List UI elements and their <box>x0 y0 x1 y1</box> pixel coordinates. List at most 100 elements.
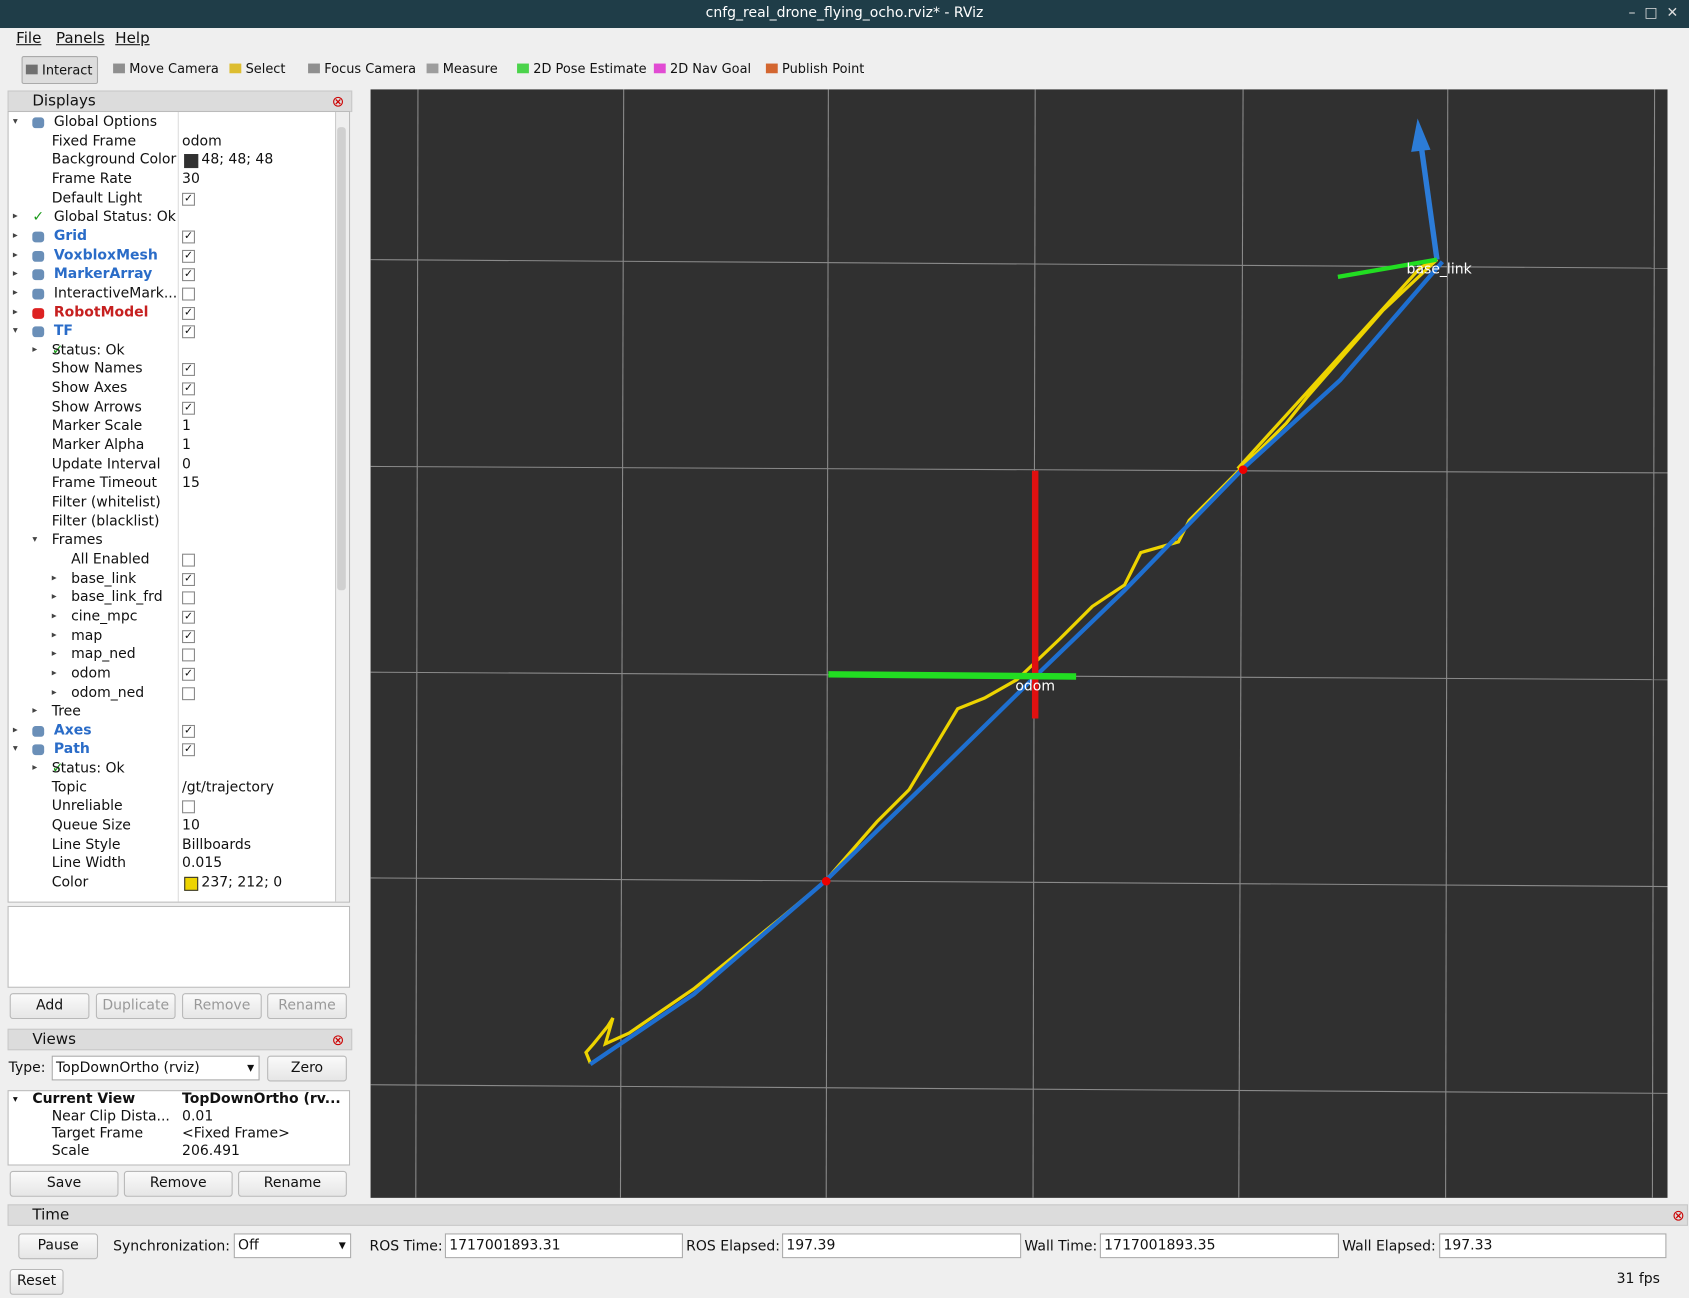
tool-button[interactable]: Select <box>226 56 290 82</box>
tool-button[interactable]: Move Camera <box>110 56 223 82</box>
row-label: Topic <box>51 779 87 796</box>
sync-select[interactable]: Off ▾ <box>233 1233 352 1259</box>
tree-row: ▾ Path ✓ <box>9 741 349 760</box>
status-icon: ✓ <box>51 760 64 777</box>
tool-button[interactable]: 2D Pose Estimate <box>514 56 651 82</box>
expander[interactable]: ▾ <box>12 116 18 128</box>
panel-button[interactable]: Rename <box>238 1170 347 1197</box>
row-label: Default Light <box>51 190 143 207</box>
tree-row: Queue Size 10 <box>9 817 349 836</box>
row-value: 206.491 <box>182 1142 240 1160</box>
checkbox[interactable]: ✓ <box>182 249 195 263</box>
checkbox[interactable] <box>182 287 195 301</box>
expander[interactable]: ▸ <box>51 591 57 603</box>
panel-button[interactable]: Duplicate <box>95 993 176 1020</box>
expander[interactable]: ▸ <box>51 629 57 641</box>
checkbox[interactable] <box>182 648 195 662</box>
checkbox[interactable]: ✓ <box>182 667 195 681</box>
menu-item[interactable]: Panels <box>56 30 105 48</box>
panel-button[interactable]: Save <box>9 1170 119 1197</box>
checkbox[interactable]: ✓ <box>182 382 195 396</box>
reset-button[interactable]: Reset <box>9 1268 64 1295</box>
checkbox[interactable]: ✓ <box>182 268 195 282</box>
row-label: Scale <box>51 1142 90 1160</box>
tree-row: ▸ ✓ Status: Ok <box>9 341 349 360</box>
close-button[interactable]: ⊗ <box>331 1031 345 1050</box>
checkbox[interactable] <box>182 800 195 814</box>
expander[interactable]: ▸ <box>12 287 18 299</box>
expander[interactable]: ▸ <box>12 268 18 280</box>
tree-row: Frame Timeout 15 <box>9 474 349 493</box>
panel-button[interactable]: Remove <box>182 993 262 1020</box>
expander[interactable]: ▸ <box>51 667 57 679</box>
tool-label: Measure <box>442 61 498 77</box>
checkbox[interactable]: ✓ <box>182 325 195 339</box>
checkbox[interactable]: ✓ <box>182 230 195 244</box>
panel-button[interactable]: Remove <box>123 1170 233 1197</box>
display-icon <box>32 269 45 281</box>
row-label: Frames <box>51 532 103 549</box>
expander[interactable]: ▸ <box>12 211 18 223</box>
zero-button[interactable]: Zero <box>267 1055 347 1082</box>
expander[interactable]: ▸ <box>32 762 38 774</box>
tool-label: 2D Nav Goal <box>670 61 752 77</box>
checkbox[interactable]: ✓ <box>182 192 195 206</box>
time-label: Wall Elapsed: <box>1342 1238 1436 1255</box>
row-label: RobotModel <box>53 304 149 321</box>
tool-button[interactable]: Interact <box>21 56 98 85</box>
status-icon: ✓ <box>32 209 45 226</box>
checkbox[interactable]: ✓ <box>182 401 195 415</box>
checkbox[interactable] <box>182 591 195 605</box>
tree-row: ▸ MarkerArray ✓ <box>9 265 349 284</box>
expander[interactable]: ▸ <box>12 724 18 736</box>
viewport[interactable]: odom base_link <box>370 89 1668 1198</box>
row-label: map_ned <box>71 646 136 663</box>
checkbox[interactable]: ✓ <box>182 610 195 624</box>
checkbox[interactable]: ✓ <box>182 629 195 643</box>
expander[interactable]: ▸ <box>32 344 38 356</box>
row-label: Show Axes <box>51 380 128 397</box>
row-value: 10 <box>182 817 200 834</box>
close-button[interactable]: ⊗ <box>331 93 345 111</box>
expander[interactable]: ▸ <box>51 572 57 584</box>
scroll-thumb[interactable] <box>337 127 346 591</box>
tool-button[interactable]: Measure <box>423 56 502 82</box>
expander[interactable]: ▸ <box>51 610 57 622</box>
checkbox[interactable]: ✓ <box>182 306 195 320</box>
tool-button[interactable]: Focus Camera <box>305 56 420 82</box>
checkbox[interactable]: ✓ <box>182 724 195 738</box>
checkbox[interactable]: ✓ <box>182 363 195 377</box>
views-header: Views ⊗ <box>7 1028 353 1051</box>
type-select[interactable]: TopDownOrtho (rviz) ▾ <box>51 1055 260 1081</box>
checkbox[interactable] <box>182 686 195 700</box>
window-title: cnfg_real_drone_flying_ocho.rviz* - RViz <box>705 5 984 22</box>
expander[interactable]: ▸ <box>51 648 57 660</box>
time-label: Wall Time: <box>1024 1238 1098 1255</box>
expander[interactable]: ▾ <box>12 1094 18 1106</box>
expander[interactable]: ▾ <box>12 743 18 755</box>
window-controls[interactable]: – □ ✕ <box>1628 5 1679 22</box>
panel-button[interactable]: Add <box>9 993 90 1020</box>
panel-button[interactable]: Rename <box>267 993 347 1020</box>
tool-button[interactable]: Publish Point <box>763 56 869 82</box>
checkbox[interactable]: ✓ <box>182 743 195 757</box>
menu-item[interactable]: File <box>16 30 42 48</box>
expander[interactable]: ▾ <box>12 325 18 337</box>
time-label: ROS Time: <box>369 1238 443 1255</box>
expander[interactable]: ▸ <box>32 705 38 717</box>
scene: odom base_link <box>370 89 1668 1198</box>
expander[interactable]: ▸ <box>12 306 18 318</box>
checkbox[interactable]: ✓ <box>182 572 195 586</box>
expander[interactable]: ▸ <box>51 686 57 698</box>
row-value: <Fixed Frame> <box>182 1125 290 1142</box>
expander[interactable]: ▸ <box>12 249 18 261</box>
tool-button[interactable]: 2D Nav Goal <box>651 56 756 82</box>
pause-button[interactable]: Pause <box>18 1233 99 1260</box>
close-button[interactable]: ⊗ <box>1672 1207 1685 1225</box>
expander[interactable]: ▾ <box>32 534 38 546</box>
frame-label: base_link <box>1407 262 1473 278</box>
expander[interactable]: ▸ <box>12 230 18 242</box>
sync-value: Off <box>238 1237 259 1254</box>
menu-item[interactable]: Help <box>115 30 150 48</box>
checkbox[interactable] <box>182 553 195 567</box>
